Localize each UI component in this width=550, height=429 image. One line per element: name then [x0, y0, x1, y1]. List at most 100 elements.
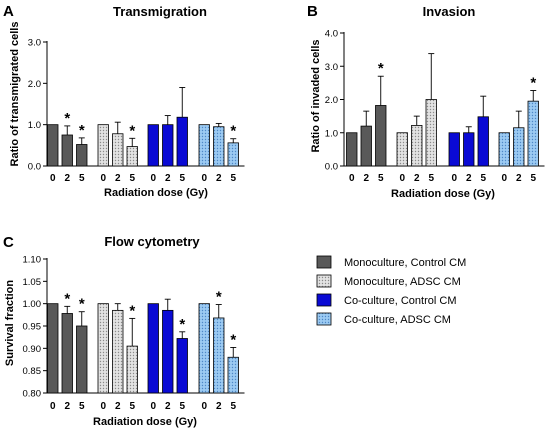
significance-star: * — [129, 302, 135, 319]
x-tick-label: 2 — [165, 401, 171, 412]
significance-star: * — [530, 75, 536, 92]
bar — [360, 125, 372, 167]
y-axis-label: Ratio of transmigrated cells — [9, 22, 21, 167]
legend-swatch — [316, 255, 332, 269]
x-tick-label: 2 — [115, 173, 121, 184]
y-tick-label: 3.0 — [28, 38, 41, 49]
significance-star: * — [378, 60, 384, 77]
panel-b-invasion-chart: B Invasion Radiation dose (Gy) Ratio of … — [307, 3, 545, 200]
bar — [126, 146, 138, 167]
x-tick-label: 0 — [100, 173, 106, 184]
bar — [147, 303, 159, 394]
bar — [97, 124, 109, 167]
panel-label-a: A — [3, 3, 14, 20]
x-tick-label: 5 — [129, 173, 135, 184]
x-tick-label: 5 — [480, 173, 486, 184]
x-tick-label: 2 — [414, 173, 420, 184]
x-tick-label: 5 — [428, 173, 434, 184]
bar — [513, 127, 525, 167]
legend: Monoculture, Control CM Monoculture, ADSC… — [316, 255, 466, 326]
y-tick-label: 0.0 — [28, 162, 41, 173]
x-tick-label: 2 — [165, 173, 171, 184]
significance-star: * — [230, 331, 236, 348]
bar — [498, 132, 510, 167]
x-tick-label: 0 — [100, 401, 106, 412]
bar — [47, 124, 59, 167]
x-tick-label: 0 — [201, 401, 207, 412]
significance-star: * — [64, 290, 70, 307]
y-tick-label: 2.0 — [325, 95, 338, 106]
significance-star: * — [230, 123, 236, 140]
significance-star: * — [129, 122, 135, 139]
significance-star: * — [79, 296, 85, 313]
x-tick-label: 0 — [399, 173, 405, 184]
y-tick-label: 1.10 — [23, 255, 42, 266]
bar — [375, 105, 387, 167]
bar — [162, 124, 174, 167]
y-axis-label: Ratio of invaded cells — [310, 39, 322, 152]
x-tick-label: 0 — [201, 173, 207, 184]
bar — [126, 345, 138, 394]
y-tick-label: 1.05 — [23, 277, 42, 288]
y-tick-label: 1.0 — [325, 128, 338, 139]
legend-label: Monoculture, ADSC CM — [344, 276, 461, 288]
bar — [47, 303, 59, 394]
bar — [61, 134, 73, 167]
bar — [227, 142, 239, 167]
y-tick-label: 0.85 — [23, 366, 42, 377]
panel-label-c: C — [3, 234, 14, 251]
bar — [411, 125, 423, 167]
panel-a-transmigration-chart: A Transmigration Radiation dose (Gy) Rat… — [3, 3, 245, 199]
x-axis-label: Radiation dose (Gy) — [93, 416, 197, 428]
y-axis-label: Survival fraction — [4, 280, 16, 366]
chart-title: Flow cytometry — [104, 234, 200, 249]
x-tick-label: 0 — [501, 173, 507, 184]
x-tick-label: 0 — [150, 173, 156, 184]
x-tick-label: 2 — [466, 173, 472, 184]
x-axis-label: Radiation dose (Gy) — [391, 188, 495, 200]
bar — [198, 124, 210, 167]
panel-label-b: B — [307, 3, 318, 20]
bar — [477, 116, 489, 167]
x-tick-label: 5 — [378, 173, 384, 184]
x-tick-label: 2 — [363, 173, 369, 184]
significance-star: * — [179, 316, 185, 333]
x-tick-label: 0 — [349, 173, 355, 184]
y-tick-label: 0.0 — [325, 162, 338, 173]
x-tick-label: 5 — [179, 173, 185, 184]
x-tick-label: 5 — [230, 173, 236, 184]
x-tick-label: 0 — [50, 401, 56, 412]
x-axis-label: Radiation dose (Gy) — [104, 187, 208, 199]
chart-title: Transmigration — [113, 4, 207, 19]
panel-c-flow-cytometry-chart: C Flow cytometry Radiation dose (Gy) Sur… — [3, 234, 245, 428]
bar — [213, 317, 225, 394]
bar — [527, 100, 539, 167]
y-tick-label: 1.0 — [28, 120, 41, 131]
x-tick-label: 5 — [129, 401, 135, 412]
bar — [76, 144, 88, 167]
bar — [425, 99, 437, 167]
y-tick-label: 3.0 — [325, 62, 338, 73]
y-tick-label: 1.00 — [23, 299, 42, 310]
x-tick-label: 0 — [451, 173, 457, 184]
x-tick-label: 2 — [64, 401, 70, 412]
bar — [147, 124, 159, 167]
x-tick-label: 2 — [216, 173, 222, 184]
chart-title: Invasion — [423, 4, 476, 19]
x-tick-label: 5 — [79, 173, 85, 184]
bar — [448, 132, 460, 167]
x-tick-label: 2 — [216, 401, 222, 412]
x-tick-label: 2 — [64, 173, 70, 184]
bar — [346, 132, 358, 167]
bar — [76, 325, 88, 394]
y-tick-label: 2.0 — [28, 79, 41, 90]
x-tick-label: 5 — [530, 173, 536, 184]
y-tick-label: 4.0 — [325, 29, 338, 40]
significance-star: * — [64, 110, 70, 127]
x-tick-label: 0 — [50, 173, 56, 184]
bar — [198, 303, 210, 394]
x-tick-label: 0 — [150, 401, 156, 412]
bar — [61, 313, 73, 394]
x-tick-label: 5 — [230, 401, 236, 412]
